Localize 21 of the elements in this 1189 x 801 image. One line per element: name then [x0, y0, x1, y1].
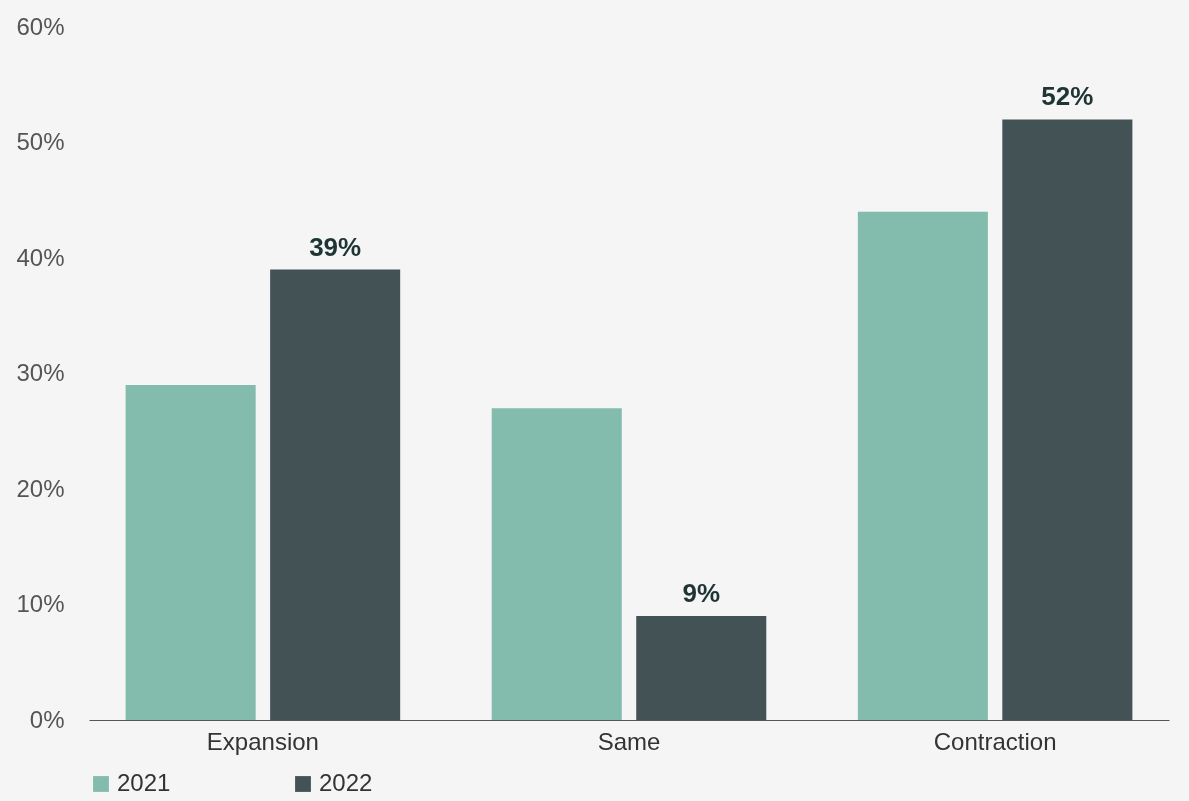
- bar: [125, 385, 256, 720]
- y-tick-label: 20%: [16, 474, 65, 502]
- y-tick-label: 50%: [16, 128, 65, 155]
- data-label: 52%: [1041, 81, 1094, 112]
- legend-label: 2022: [319, 769, 373, 796]
- x-tick-label: Contraction: [933, 727, 1057, 755]
- y-tick-label: 40%: [16, 243, 65, 271]
- data-label: 39%: [309, 231, 362, 262]
- y-tick-label: 0%: [29, 705, 65, 733]
- bar: [491, 408, 622, 720]
- y-tick-label: 60%: [16, 12, 65, 40]
- x-tick-label: Expansion: [206, 727, 319, 755]
- y-tick-label: 10%: [16, 590, 65, 617]
- bar: [270, 269, 401, 720]
- bar: [857, 211, 988, 720]
- y-tick-label: 30%: [16, 359, 65, 386]
- data-label: 9%: [682, 578, 721, 609]
- bar: [1002, 119, 1133, 720]
- legend-label: 2021: [117, 769, 171, 796]
- bar: [636, 616, 767, 720]
- x-tick-label: Same: [597, 727, 661, 755]
